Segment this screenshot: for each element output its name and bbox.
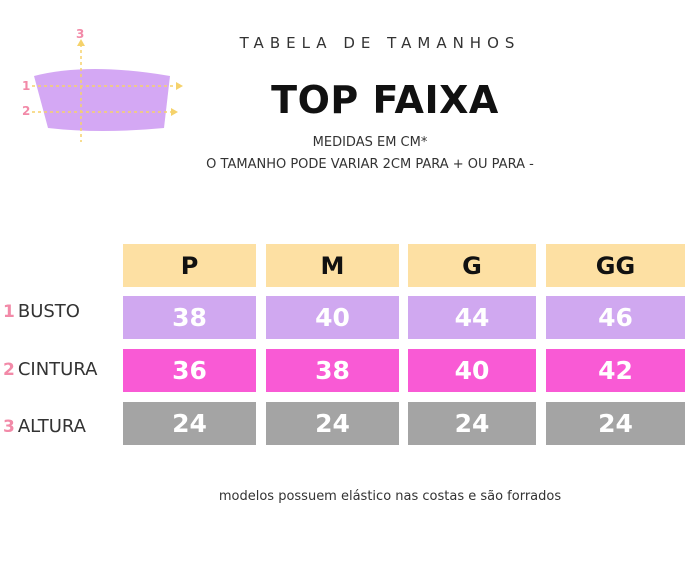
row-number: 2 bbox=[3, 359, 15, 380]
marker-3: 3 bbox=[76, 27, 84, 41]
measurement-unit-note: MEDIDAS EM CM* bbox=[312, 135, 428, 150]
row-label-altura: 3 ALTURA bbox=[3, 405, 86, 448]
size-header-g: G bbox=[408, 244, 536, 287]
size-header-m: M bbox=[266, 244, 399, 287]
table-cell: 38 bbox=[123, 296, 256, 339]
table-cell: 24 bbox=[266, 402, 399, 445]
row-number: 1 bbox=[3, 301, 15, 322]
size-header-p: P bbox=[123, 244, 256, 287]
size-header-gg: GG bbox=[546, 244, 685, 287]
table-cell: 40 bbox=[266, 296, 399, 339]
bust-arrow-icon bbox=[176, 82, 183, 90]
row-label-cintura: 2 CINTURA bbox=[3, 348, 97, 391]
table-cell: 24 bbox=[546, 402, 685, 445]
table-cell: 40 bbox=[408, 349, 536, 392]
measurement-note: MEDIDAS EM CM* O TAMANHO PODE VARIAR 2CM… bbox=[150, 132, 590, 176]
row-label-busto: 1 BUSTO bbox=[3, 290, 80, 333]
marker-1: 1 bbox=[22, 79, 30, 93]
row-number: 3 bbox=[3, 416, 15, 437]
height-arrow-icon bbox=[77, 39, 85, 46]
garment-illustration: 3 1 2 bbox=[22, 27, 183, 142]
page-supertitle: TABELA DE TAMANHOS bbox=[239, 34, 521, 52]
row-label-text: ALTURA bbox=[17, 416, 86, 437]
row-label-text: CINTURA bbox=[17, 359, 98, 380]
table-cell: 42 bbox=[546, 349, 685, 392]
table-cell: 46 bbox=[546, 296, 685, 339]
top-faixa-diagram: 3 1 2 bbox=[18, 24, 193, 149]
table-cell: 24 bbox=[408, 402, 536, 445]
marker-2: 2 bbox=[22, 104, 30, 118]
table-cell: 36 bbox=[123, 349, 256, 392]
row-label-text: BUSTO bbox=[17, 301, 80, 322]
table-cell: 24 bbox=[123, 402, 256, 445]
page-title: TOP FAIXA bbox=[271, 78, 499, 122]
size-variation-note: O TAMANHO PODE VARIAR 2CM PARA + OU PARA… bbox=[206, 157, 534, 172]
table-cell: 44 bbox=[408, 296, 536, 339]
table-cell: 38 bbox=[266, 349, 399, 392]
garment-shape bbox=[34, 69, 170, 131]
waist-arrow-icon bbox=[171, 108, 178, 116]
footer-note: modelos possuem elástico nas costas e sã… bbox=[218, 489, 562, 504]
